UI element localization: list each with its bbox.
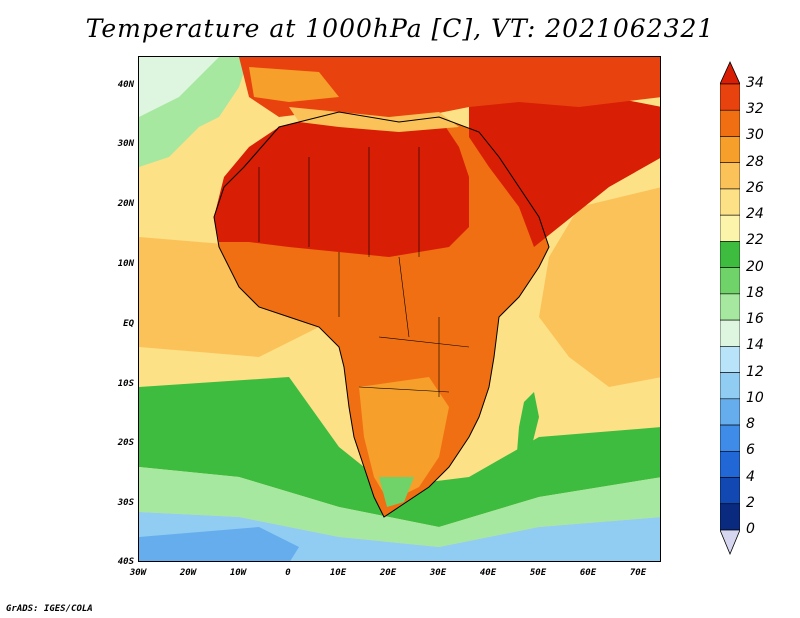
color-legend-label: 34 — [746, 75, 764, 91]
madagascar — [517, 392, 539, 457]
color-legend-label: 0 — [746, 521, 755, 537]
color-legend-label: 4 — [746, 468, 755, 485]
color-legend-label: 22 — [746, 232, 764, 249]
color-legend-label: 2 — [746, 494, 755, 511]
red-sea — [469, 147, 509, 227]
temperature-map — [138, 56, 661, 562]
credit-text: GrADS: IGES/COLA — [6, 604, 93, 614]
iberia-region — [249, 67, 339, 102]
lon-label-20e: 20E — [379, 568, 397, 578]
color-legend-box — [719, 188, 741, 216]
color-legend-label: 30 — [746, 127, 764, 144]
country-borders — [258, 147, 470, 397]
lon-label-50e: 50E — [529, 568, 547, 578]
map-canvas — [139, 57, 660, 561]
color-legend-box — [719, 346, 741, 373]
color-legend-box — [719, 477, 741, 505]
lon-label-60e: 60E — [579, 568, 597, 578]
color-legend-label: 12 — [746, 363, 764, 380]
color-legend-label: 24 — [746, 206, 764, 223]
color-legend-box — [719, 267, 741, 295]
warm-gulf-guinea — [139, 237, 339, 357]
lon-label-20w: 20W — [179, 568, 197, 578]
lat-label-30s: 30S — [117, 498, 134, 508]
cooler-south-band — [139, 467, 660, 547]
lat-label-eq: EQ — [123, 319, 134, 329]
color-legend-box — [719, 241, 741, 268]
europe-region — [239, 57, 660, 122]
color-legend-box — [719, 162, 741, 190]
arabia-hot-region — [469, 87, 660, 247]
color-legend-label: 14 — [746, 337, 764, 354]
lon-label-10e: 10E — [329, 568, 347, 578]
color-legend-box — [719, 372, 741, 400]
color-legend-label: 6 — [746, 442, 755, 459]
color-legend-box — [719, 503, 741, 531]
southern-africa-warm — [359, 377, 449, 502]
color-legend-bar — [719, 61, 741, 556]
color-legend-label: 26 — [746, 179, 764, 196]
color-legend-label: 18 — [746, 284, 764, 301]
map-title: Temperature at 1000hPa [C], VT: 20210623… — [85, 14, 715, 43]
lon-label-40e: 40E — [479, 568, 497, 578]
color-legend-box — [719, 136, 741, 164]
lat-label-10s: 10S — [117, 379, 134, 389]
lat-label-20n: 20N — [117, 199, 134, 209]
lat-label-40s: 40S — [117, 557, 134, 567]
cape-cool-region — [379, 477, 414, 507]
warm-indian-ocean — [539, 187, 660, 387]
cool-south-band — [139, 377, 660, 527]
mediterranean-sea — [289, 107, 459, 132]
color-legend-box — [719, 109, 741, 137]
color-legend-box — [719, 424, 741, 452]
color-legend: 34 32 30 28 26 24 22 20 18 16 14 12 10 8 6 4 2 0 — [719, 60, 764, 564]
lon-label-70e: 70E — [629, 568, 647, 578]
coldest-south-west — [139, 527, 299, 561]
color-legend-box — [719, 293, 741, 321]
color-legend-label: 20 — [746, 258, 764, 275]
color-legend-box — [719, 398, 741, 426]
color-legend-box — [719, 450, 741, 478]
color-legend-label: 8 — [746, 416, 755, 433]
sahara-hot-region — [214, 112, 469, 257]
lon-label-10w: 10W — [229, 568, 247, 578]
africa-coastline — [213, 111, 550, 518]
lat-label-10n: 10N — [117, 259, 134, 269]
lon-label-30e: 30E — [429, 568, 447, 578]
color-legend-label: 28 — [746, 153, 764, 170]
lat-label-20s: 20S — [117, 438, 134, 448]
lon-label-30w: 30W — [129, 568, 147, 578]
lat-label-40n: 40N — [117, 80, 134, 90]
cold-atlantic-north — [139, 57, 219, 117]
color-legend-bottom-arrow — [719, 529, 741, 556]
color-legend-label: 16 — [746, 311, 764, 328]
lat-label-30n: 30N — [117, 139, 134, 149]
color-legend-box — [719, 214, 741, 242]
color-legend-label: 32 — [746, 101, 764, 118]
color-legend-label: 10 — [746, 389, 764, 406]
color-legend-box — [719, 83, 741, 111]
color-legend-top-arrow — [719, 61, 741, 85]
color-legend-box — [719, 319, 741, 347]
lon-label-0: 0 — [285, 568, 291, 578]
